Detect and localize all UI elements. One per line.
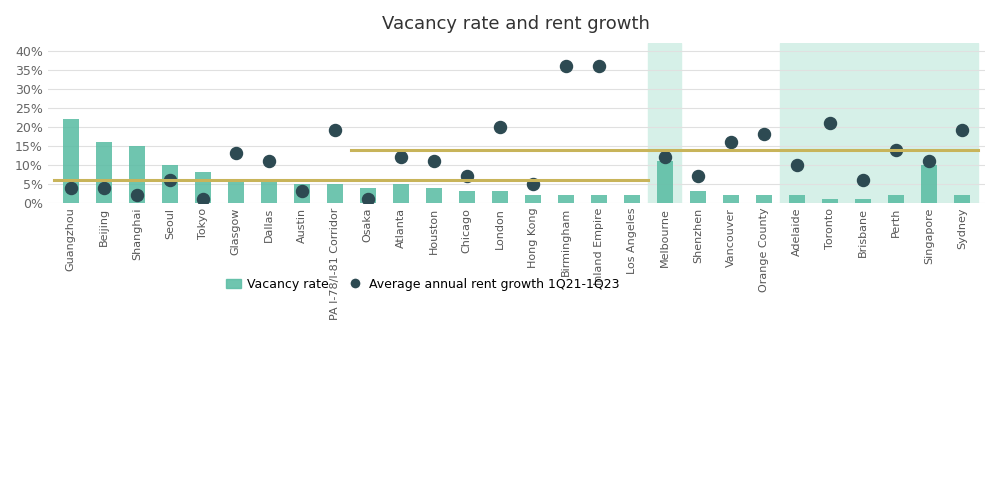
- Point: [426, 157, 442, 165]
- Bar: [723, 195, 739, 203]
- Bar: [756, 195, 772, 203]
- Point: [756, 130, 772, 138]
- Bar: [228, 180, 244, 203]
- Point: [822, 119, 838, 127]
- Bar: [921, 165, 937, 203]
- Bar: [195, 173, 211, 203]
- Point: [492, 123, 508, 130]
- Point: [723, 138, 739, 146]
- Point: [855, 176, 871, 184]
- Point: [162, 176, 178, 184]
- Bar: [624, 195, 640, 203]
- Bar: [360, 187, 376, 203]
- Bar: [63, 119, 79, 203]
- Bar: [954, 195, 970, 203]
- Bar: [648, 43, 681, 203]
- Point: [459, 173, 475, 180]
- Point: [657, 153, 673, 161]
- Legend: Vacancy rate, Average annual rent growth 1Q21-1Q23: Vacancy rate, Average annual rent growth…: [221, 273, 624, 296]
- Point: [294, 187, 310, 195]
- Point: [558, 62, 574, 70]
- Bar: [393, 184, 409, 203]
- Point: [525, 180, 541, 187]
- Bar: [591, 195, 607, 203]
- Bar: [888, 195, 904, 203]
- Bar: [129, 146, 145, 203]
- Point: [63, 184, 79, 191]
- Point: [954, 127, 970, 134]
- Point: [591, 62, 607, 70]
- Bar: [261, 180, 277, 203]
- Bar: [657, 161, 673, 203]
- Bar: [690, 191, 706, 203]
- Bar: [294, 184, 310, 203]
- Point: [690, 173, 706, 180]
- Point: [921, 157, 937, 165]
- Bar: [846, 43, 912, 203]
- Point: [129, 191, 145, 199]
- Bar: [525, 195, 541, 203]
- Point: [393, 153, 409, 161]
- Point: [327, 127, 343, 134]
- Bar: [855, 199, 871, 203]
- Point: [888, 146, 904, 153]
- Bar: [426, 187, 442, 203]
- Point: [96, 184, 112, 191]
- Point: [789, 161, 805, 169]
- Bar: [459, 191, 475, 203]
- Bar: [789, 195, 805, 203]
- Point: [228, 150, 244, 157]
- Bar: [492, 191, 508, 203]
- Bar: [327, 184, 343, 203]
- Bar: [912, 43, 978, 203]
- Bar: [558, 195, 574, 203]
- Point: [261, 157, 277, 165]
- Bar: [162, 165, 178, 203]
- Bar: [822, 199, 838, 203]
- Bar: [780, 43, 846, 203]
- Point: [360, 195, 376, 203]
- Title: Vacancy rate and rent growth: Vacancy rate and rent growth: [382, 15, 650, 33]
- Point: [195, 195, 211, 203]
- Bar: [96, 142, 112, 203]
